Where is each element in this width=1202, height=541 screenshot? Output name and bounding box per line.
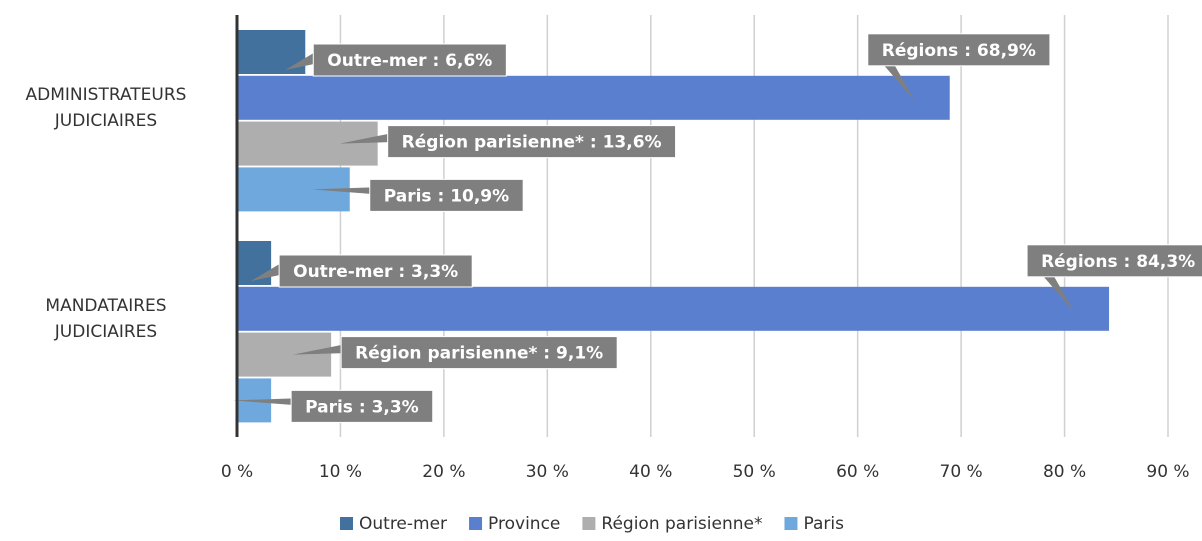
legend-label: Région parisienne*: [601, 514, 762, 534]
callout-box: [369, 178, 524, 212]
data-label: Région parisienne* : 13,6%: [339, 125, 677, 159]
data-label: Outre-mer : 3,3%: [251, 254, 473, 288]
bar: [237, 121, 378, 166]
callout-box: [340, 336, 618, 370]
callout-pointer: [875, 55, 915, 101]
x-tick-label: 10 %: [319, 462, 362, 482]
data-label-text: Région parisienne* : 13,6%: [402, 133, 662, 153]
x-tick-label: 20 %: [422, 462, 465, 482]
x-tick-label: 90 %: [1146, 462, 1189, 482]
callout-box: [1026, 244, 1202, 278]
category-label: MANDATAIRES JUDICIAIRES: [45, 295, 167, 342]
data-label-text: Paris : 3,3%: [305, 397, 419, 417]
x-tick-label: 60 %: [836, 462, 879, 482]
callout-box: [312, 43, 507, 77]
data-label: Outre-mer : 6,6%: [285, 43, 507, 77]
bar: [237, 75, 950, 120]
data-label: Paris : 10,9%: [311, 178, 524, 212]
data-label-text: Régions : 84,3%: [1041, 252, 1195, 272]
legend-label: Outre-mer: [359, 514, 447, 534]
data-label-text: Région parisienne* : 9,1%: [355, 344, 603, 364]
data-label: Régions : 84,3%: [1026, 244, 1202, 312]
category-label: ADMINISTRATEURS JUDICIAIRES: [25, 84, 187, 131]
legend-label: Province: [488, 514, 560, 534]
legend-swatch: [582, 517, 596, 530]
x-tick-label: 70 %: [940, 462, 983, 482]
callout-box: [290, 389, 434, 423]
data-label-text: Paris : 10,9%: [384, 186, 509, 206]
legend-label: Paris: [803, 514, 844, 534]
data-label-text: Outre-mer : 6,6%: [327, 51, 492, 71]
callout-box: [278, 254, 473, 288]
callout-pointer: [1035, 266, 1075, 312]
bar: [237, 286, 1110, 331]
data-label: Région parisienne* : 9,1%: [293, 336, 618, 370]
legend-swatch: [784, 517, 798, 530]
legend-swatch: [469, 517, 483, 530]
legend-swatch: [340, 517, 353, 530]
callout-box: [387, 125, 677, 159]
bar: [237, 241, 272, 285]
data-label: Régions : 68,9%: [867, 33, 1051, 101]
x-tick-label: 80 %: [1043, 462, 1086, 482]
x-tick-label: 30 %: [526, 462, 569, 482]
x-tick-label: 50 %: [733, 462, 776, 482]
data-label-text: Outre-mer : 3,3%: [293, 262, 458, 282]
x-tick-label: 40 %: [629, 462, 672, 482]
data-label: Paris : 3,3%: [233, 389, 434, 423]
x-tick-label: 0 %: [221, 462, 253, 482]
data-label-text: Régions : 68,9%: [882, 41, 1036, 61]
bar: [237, 332, 332, 377]
callout-box: [867, 33, 1051, 67]
